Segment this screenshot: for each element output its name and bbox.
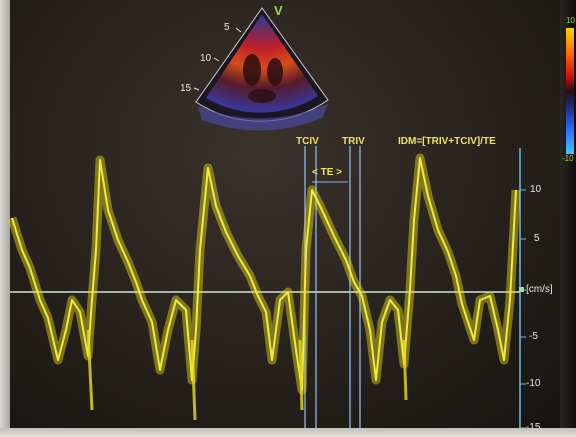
view-marker: V (274, 3, 283, 18)
depth-tick-10: 10 (200, 53, 212, 64)
depth-tick-15: 15 (180, 83, 192, 94)
interval-marker-lines (304, 146, 361, 428)
triv-label: TRIV (342, 136, 365, 147)
chamber-left (243, 54, 261, 86)
velocity-tick-minus15: -15 (526, 422, 540, 433)
sector-bottom-glow (198, 104, 328, 131)
monitor-bezel-left (0, 0, 10, 437)
velocity-tick-10: 10 (530, 184, 542, 195)
velocity-unit: [cm/s] (526, 284, 553, 295)
negative-spikes (86, 329, 408, 421)
color-scale-bottom: -10 (562, 154, 574, 163)
velocity-tick-minus5: -5 (529, 331, 538, 342)
velocity-tick-minus10: -10 (526, 378, 541, 389)
te-label: < TE > (312, 167, 343, 178)
velocity-axis-ticks (520, 189, 526, 429)
color-doppler-fill (206, 14, 318, 113)
scale-marker (519, 287, 524, 292)
doppler-trace-core (11, 157, 517, 391)
chamber-bottom (248, 89, 276, 103)
velocity-tick-5: 5 (534, 233, 540, 244)
depth-tick-5: 5 (224, 22, 230, 33)
color-scale-bar (566, 28, 574, 154)
monitor-bezel-bottom (0, 428, 576, 437)
tciv-label: TCIV (296, 136, 319, 147)
color-scale-top: 10 (566, 16, 575, 25)
chamber-right (267, 58, 283, 86)
idm-formula-label: IDM=[TRIV+TCIV]/TE (398, 136, 496, 147)
